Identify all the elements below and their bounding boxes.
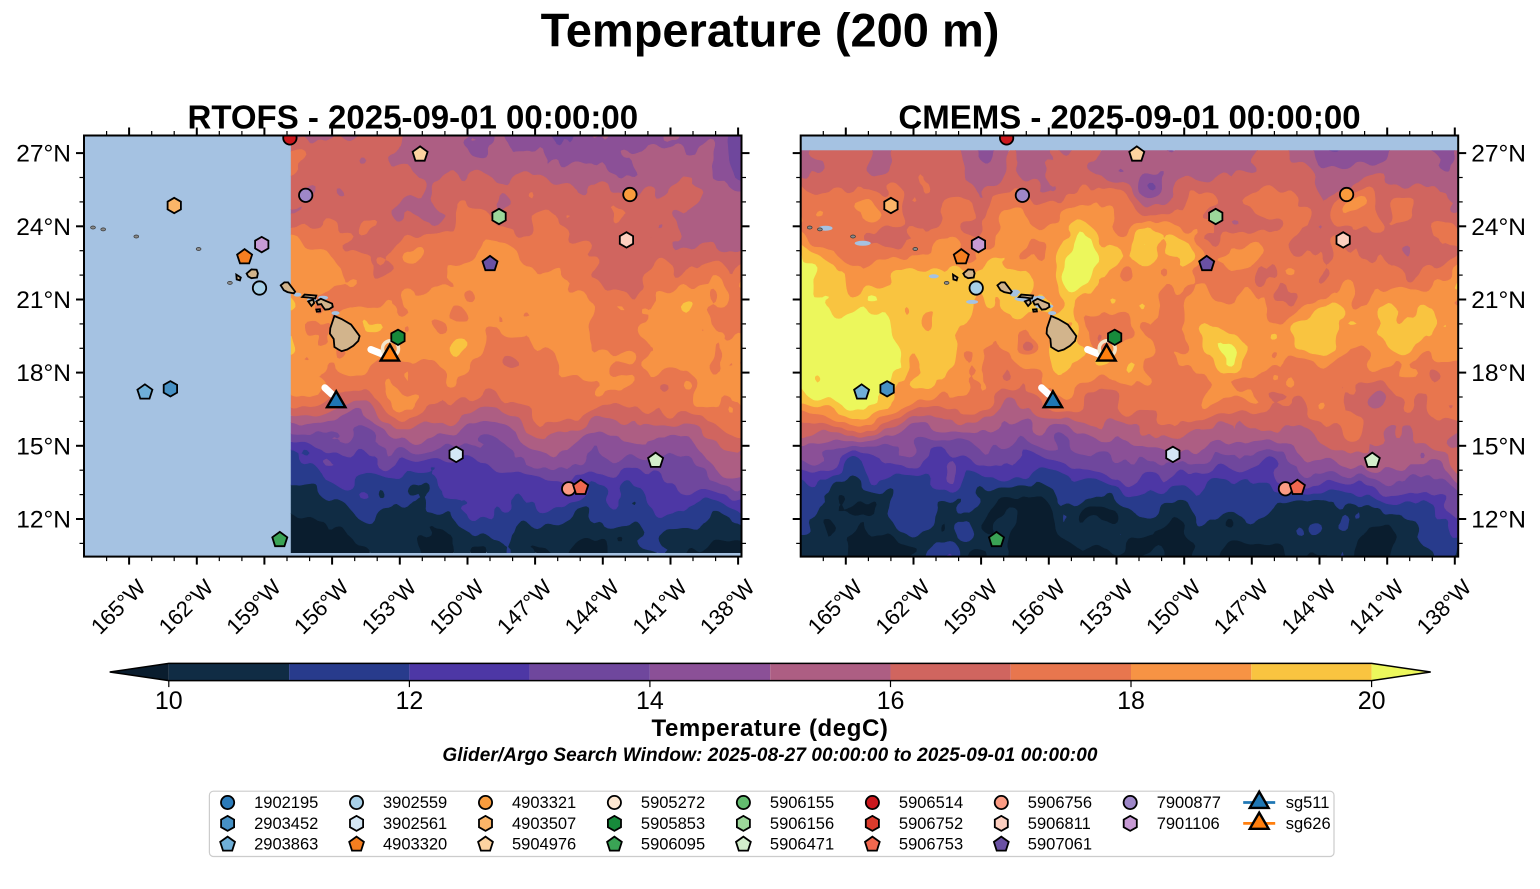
svg-text:21°N: 21°N xyxy=(1471,287,1526,314)
svg-text:14: 14 xyxy=(636,687,664,715)
svg-text:1902195: 1902195 xyxy=(254,794,318,812)
svg-text:24°N: 24°N xyxy=(1471,214,1526,241)
svg-text:3902559: 3902559 xyxy=(383,794,447,812)
svg-text:21°N: 21°N xyxy=(16,287,71,314)
svg-text:sg626: sg626 xyxy=(1286,815,1331,833)
svg-text:5906514: 5906514 xyxy=(899,794,963,812)
svg-text:5905272: 5905272 xyxy=(641,794,705,812)
svg-text:27°N: 27°N xyxy=(16,141,71,168)
svg-text:5904976: 5904976 xyxy=(512,836,576,854)
svg-text:Temperature (degC): Temperature (degC) xyxy=(651,715,888,742)
svg-text:12°N: 12°N xyxy=(1471,507,1526,534)
svg-text:20: 20 xyxy=(1358,687,1386,715)
svg-text:18: 18 xyxy=(1117,687,1145,715)
svg-text:RTOFS - 2025-09-01 00:00:00: RTOFS - 2025-09-01 00:00:00 xyxy=(187,99,638,136)
svg-text:5906753: 5906753 xyxy=(899,836,963,854)
svg-text:15°N: 15°N xyxy=(16,433,71,460)
svg-text:Glider/Argo Search Window: 202: Glider/Argo Search Window: 2025-08-27 00… xyxy=(442,745,1097,766)
svg-text:12°N: 12°N xyxy=(16,507,71,534)
svg-text:27°N: 27°N xyxy=(1471,141,1526,168)
svg-text:5906752: 5906752 xyxy=(899,815,963,833)
svg-text:CMEMS - 2025-09-01 00:00:00: CMEMS - 2025-09-01 00:00:00 xyxy=(898,99,1360,136)
svg-text:Temperature (200 m): Temperature (200 m) xyxy=(541,3,1000,56)
svg-text:5905853: 5905853 xyxy=(641,815,705,833)
svg-text:5906756: 5906756 xyxy=(1028,794,1092,812)
svg-text:4903321: 4903321 xyxy=(512,794,576,812)
svg-text:5906471: 5906471 xyxy=(770,836,834,854)
svg-text:2903863: 2903863 xyxy=(254,836,318,854)
svg-text:15°N: 15°N xyxy=(1471,433,1526,460)
svg-text:10: 10 xyxy=(155,687,183,715)
svg-text:18°N: 18°N xyxy=(16,360,71,387)
svg-text:4903507: 4903507 xyxy=(512,815,576,833)
svg-text:sg511: sg511 xyxy=(1286,794,1330,812)
svg-text:5906155: 5906155 xyxy=(770,794,834,812)
svg-text:7900877: 7900877 xyxy=(1157,794,1221,812)
svg-text:3902561: 3902561 xyxy=(383,815,447,833)
svg-text:7901106: 7901106 xyxy=(1157,815,1220,833)
svg-text:5906811: 5906811 xyxy=(1028,815,1091,833)
svg-text:5906156: 5906156 xyxy=(770,815,834,833)
svg-text:24°N: 24°N xyxy=(16,214,71,241)
svg-text:16: 16 xyxy=(877,687,905,715)
svg-text:4903320: 4903320 xyxy=(383,836,447,854)
svg-text:18°N: 18°N xyxy=(1471,360,1526,387)
svg-text:2903452: 2903452 xyxy=(254,815,318,833)
svg-text:5906095: 5906095 xyxy=(641,836,705,854)
svg-text:12: 12 xyxy=(395,687,423,715)
svg-text:5907061: 5907061 xyxy=(1028,836,1092,854)
